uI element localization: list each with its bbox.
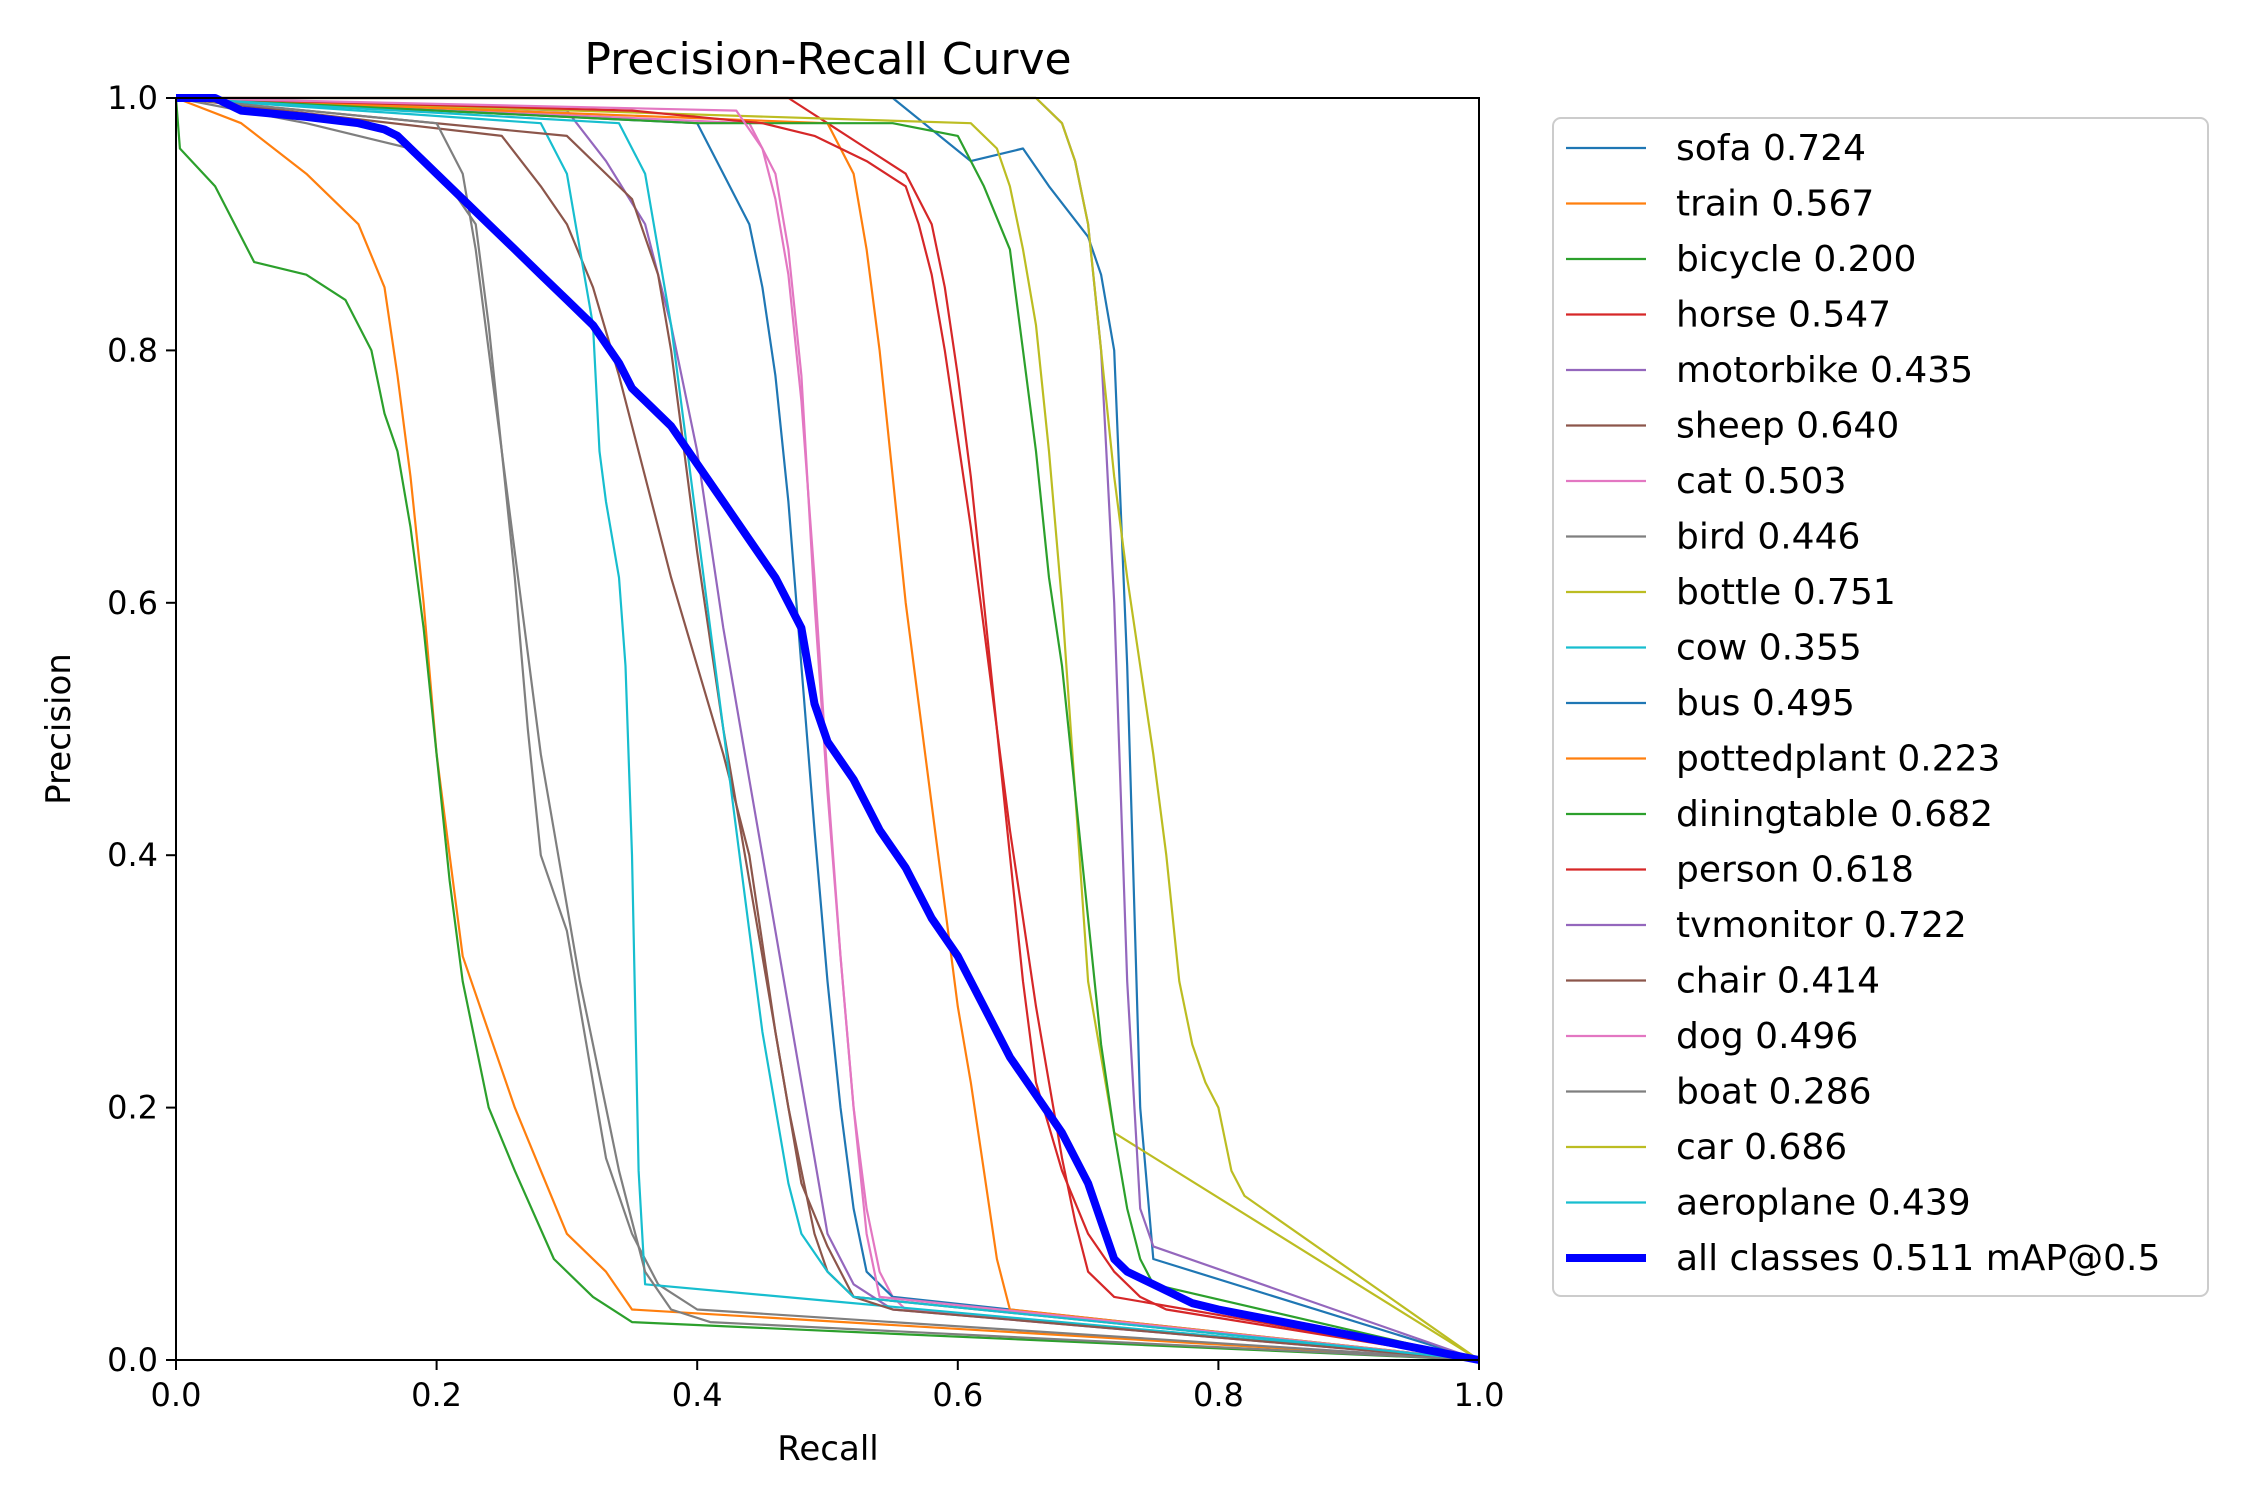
series-line-11 [175, 96, 1480, 1362]
legend-label: sheep 0.640 [1676, 406, 1899, 447]
series-line-10 [175, 96, 1480, 1362]
series-line-15 [175, 96, 1480, 1362]
y-tick-label: 0.6 [107, 584, 158, 622]
legend-entries: sofa 0.724 train 0.567 bicycle 0.200 horse … [1566, 128, 2160, 1279]
legend-label: train 0.567 [1676, 184, 1874, 225]
x-tick-label: 0.6 [932, 1376, 983, 1414]
x-tick-label: 0.2 [411, 1376, 462, 1414]
series-line-19 [175, 96, 1480, 1362]
x-axis: 0.0 0.2 0.4 0.6 0.8 1.0 [151, 1360, 1505, 1414]
x-tick-label: 0.4 [672, 1376, 723, 1414]
y-tick-label: 0.4 [107, 836, 158, 874]
legend-label: person 0.618 [1676, 850, 1914, 891]
series-line-2 [174, 97, 1480, 1362]
y-tick-label: 0.2 [107, 1089, 158, 1127]
y-axis-label: Precision [39, 653, 79, 805]
plot-frame [175, 97, 1480, 1361]
legend-label: motorbike 0.435 [1676, 350, 1973, 391]
series-line-12 [175, 96, 1480, 1362]
chart-title: Precision-Recall Curve [584, 34, 1071, 85]
legend-label: car 0.686 [1676, 1127, 1847, 1168]
legend-label: dog 0.496 [1676, 1016, 1858, 1057]
plot-area [174, 94, 1480, 1364]
y-axis: 0.0 0.2 0.4 0.6 0.8 1.0 [107, 79, 176, 1379]
y-tick-label: 0.8 [107, 331, 158, 369]
series-line-13 [175, 96, 1480, 1362]
series-line-3 [176, 96, 1480, 1362]
x-tick-label: 0.0 [151, 1376, 202, 1414]
series-line-0 [176, 96, 1480, 1362]
legend-label: all classes 0.511 mAP@0.5 [1676, 1238, 2160, 1279]
legend-label: bird 0.446 [1676, 517, 1860, 558]
legend-label: bicycle 0.200 [1676, 239, 1916, 280]
y-tick-label: 1.0 [107, 79, 158, 117]
series-line-16 [175, 96, 1480, 1362]
x-tick-label: 1.0 [1454, 1376, 1505, 1414]
x-tick-label: 0.8 [1193, 1376, 1244, 1414]
legend-label: chair 0.414 [1676, 961, 1880, 1002]
series-line-4 [175, 96, 1480, 1362]
x-axis-label: Recall [777, 1429, 878, 1469]
series-line-9 [175, 96, 1480, 1362]
series-line-8 [175, 96, 1480, 1361]
legend-label: cow 0.355 [1676, 628, 1862, 669]
legend-label: diningtable 0.682 [1676, 794, 1993, 835]
legend-label: sofa 0.724 [1676, 128, 1866, 169]
legend-label: pottedplant 0.223 [1676, 739, 2000, 780]
legend-label: horse 0.547 [1676, 295, 1891, 336]
legend-label: bus 0.495 [1676, 683, 1855, 724]
legend-frame [1552, 117, 2209, 1297]
series-line-17 [175, 96, 1480, 1362]
y-tick-label: 0.0 [107, 1341, 158, 1379]
legend-label: boat 0.286 [1676, 1072, 1872, 1113]
legend-label: tvmonitor 0.722 [1676, 905, 1967, 946]
legend: sofa 0.724 train 0.567 bicycle 0.200 horse … [1552, 117, 2209, 1297]
legend-label: aeroplane 0.439 [1676, 1183, 1971, 1224]
series-line-1 [175, 96, 1480, 1362]
series-line-18 [176, 96, 1480, 1361]
series-line-20 [176, 94, 1480, 1364]
legend-label: bottle 0.751 [1676, 572, 1896, 613]
legend-label: cat 0.503 [1676, 461, 1846, 502]
